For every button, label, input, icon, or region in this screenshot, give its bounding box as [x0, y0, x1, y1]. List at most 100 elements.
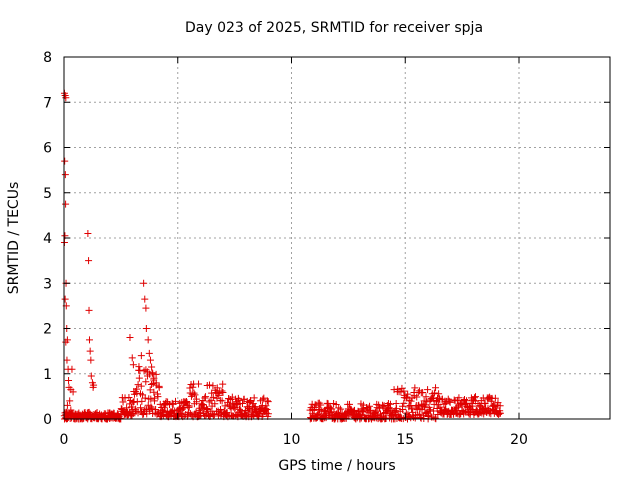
data-point	[114, 410, 122, 418]
data-point	[413, 393, 421, 401]
data-point	[142, 325, 150, 332]
data-point	[62, 200, 70, 208]
data-point	[129, 361, 137, 369]
data-point	[85, 336, 93, 344]
data-point	[63, 401, 71, 409]
data-point	[417, 413, 425, 421]
data-point	[393, 405, 401, 413]
data-point	[426, 406, 434, 414]
data-point	[264, 398, 272, 406]
grid-lines	[64, 57, 610, 419]
data-point	[407, 397, 415, 405]
data-point	[423, 398, 431, 406]
x-tick-label: 20	[510, 432, 528, 448]
data-point	[123, 404, 131, 412]
data-point	[150, 374, 158, 382]
data-point	[116, 414, 124, 422]
data-point	[250, 394, 258, 402]
data-point	[134, 381, 142, 389]
data-point	[216, 396, 224, 404]
axis-ticks: 0 1 2 3 4 5 6 7 8 0 5 10 15 20	[43, 50, 610, 448]
data-point	[149, 379, 157, 387]
x-tick-label: 10	[283, 432, 301, 448]
data-point	[262, 402, 270, 410]
data-point	[345, 412, 353, 420]
data-point	[391, 408, 399, 416]
data-point	[142, 304, 150, 312]
data-point	[86, 347, 94, 355]
data-point	[190, 389, 198, 397]
y-tick-label: 4	[43, 231, 52, 247]
data-point	[411, 384, 419, 392]
data-point	[87, 356, 95, 364]
data-point	[152, 405, 160, 413]
data-point	[215, 391, 223, 399]
data-point	[133, 389, 141, 397]
data-point	[185, 402, 193, 410]
data-point	[137, 382, 145, 390]
data-point	[146, 386, 154, 394]
data-point	[432, 384, 440, 392]
data-point	[151, 394, 159, 402]
y-tick-label: 6	[43, 141, 52, 157]
data-point	[455, 394, 463, 402]
data-point	[397, 388, 405, 396]
data-point	[415, 387, 423, 395]
data-point	[148, 363, 156, 371]
data-point	[201, 394, 209, 402]
data-point	[366, 406, 374, 414]
data-point	[137, 352, 145, 360]
data-point	[372, 407, 380, 415]
data-point	[128, 354, 136, 362]
data-point	[211, 400, 219, 408]
data-point	[491, 394, 499, 402]
x-axis-label: GPS time / hours	[278, 458, 395, 474]
data-point	[62, 94, 70, 102]
data-point	[431, 414, 439, 422]
data-point	[148, 404, 156, 412]
data-point	[134, 409, 142, 417]
data-point	[204, 406, 212, 414]
data-point	[147, 380, 155, 388]
data-point	[263, 397, 271, 405]
data-point	[147, 403, 155, 411]
data-point	[145, 349, 153, 357]
data-point	[235, 396, 243, 404]
data-point	[84, 229, 92, 237]
data-point	[85, 257, 93, 265]
data-point	[63, 356, 71, 364]
data-point	[245, 405, 253, 413]
data-point	[337, 405, 345, 413]
data-point	[140, 279, 148, 287]
data-point	[424, 386, 432, 394]
data-point	[404, 390, 412, 398]
data-point	[147, 395, 155, 403]
data-point	[149, 370, 157, 378]
data-point	[140, 367, 148, 375]
y-tick-label: 3	[43, 276, 52, 292]
data-point	[496, 402, 504, 410]
data-point	[126, 334, 134, 342]
data-point	[209, 393, 217, 401]
data-point	[445, 397, 453, 405]
y-tick-label: 1	[43, 367, 52, 383]
data-point	[250, 404, 258, 412]
data-point	[85, 306, 93, 314]
x-tick-label: 0	[60, 432, 69, 448]
data-point	[400, 399, 408, 407]
data-point	[142, 378, 150, 386]
data-point	[68, 365, 76, 373]
data-point	[125, 394, 133, 402]
data-point	[201, 393, 209, 401]
data-point	[195, 380, 203, 388]
data-point	[415, 401, 423, 409]
data-point	[159, 411, 167, 419]
data-point	[139, 410, 147, 418]
data-point	[400, 387, 408, 395]
data-point	[419, 388, 427, 396]
data-point	[238, 400, 246, 408]
data-point	[205, 398, 213, 406]
data-point	[87, 372, 95, 380]
data-point	[219, 389, 227, 397]
